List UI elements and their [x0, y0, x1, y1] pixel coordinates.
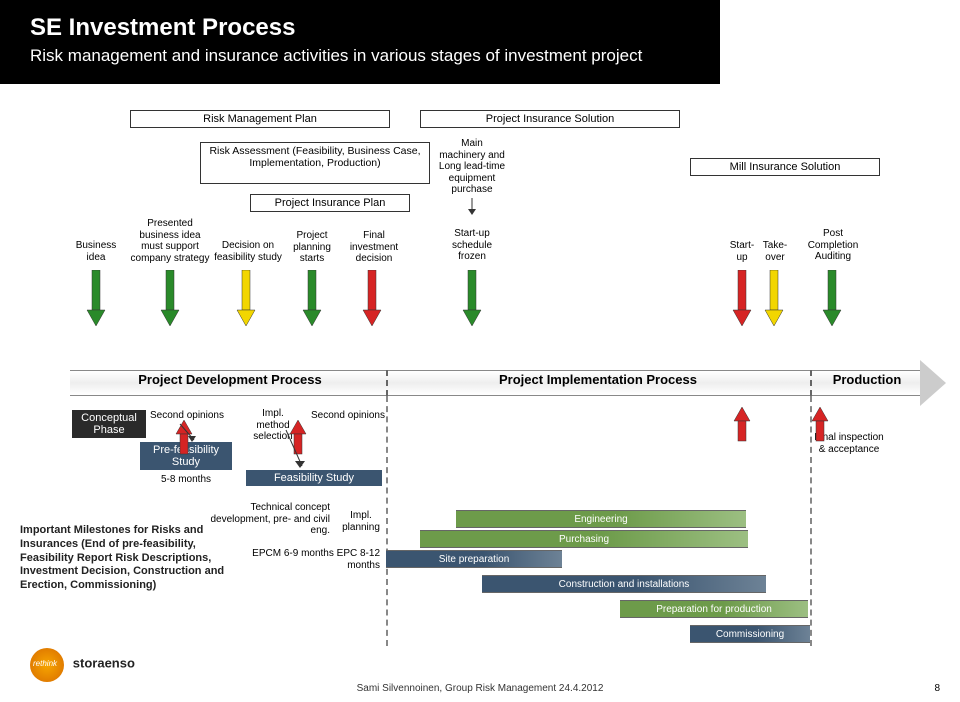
down-arrow-icon: [461, 270, 483, 331]
down-arrow-icon: [301, 270, 323, 331]
text: Mill Insurance Solution: [730, 161, 841, 173]
diagram-canvas: Risk Management Plan Project Insurance S…: [50, 110, 940, 642]
lbl-post-completion: Post Completion Auditing: [802, 228, 864, 263]
process-arrow-head-icon: [920, 360, 946, 406]
milestones-note: Important Milestones for Risks and Insur…: [20, 524, 240, 593]
box-feas: Feasibility Study: [246, 470, 382, 486]
link-arrow-icon: [467, 198, 477, 216]
down-arrow-icon: [361, 270, 383, 331]
lbl-impl-planning: Impl. planning: [336, 510, 386, 533]
down-arrow-icon: [763, 270, 785, 331]
lbl-decision-feasibility: Decision on feasibility study: [214, 240, 282, 263]
phase-divider: [386, 396, 388, 646]
gantt-bar: Preparation for production: [620, 600, 808, 618]
lbl-startup-schedule: Start-up schedule frozen: [444, 228, 500, 263]
down-arrow-icon: [731, 270, 753, 331]
lbl-takeover: Take-over: [758, 240, 792, 263]
brand-logo: storaenso: [30, 648, 135, 682]
box-proj-ins-solution: Project Insurance Solution: [420, 110, 680, 128]
diag-arrow2-icon: [280, 428, 308, 472]
down-arrow-icon: [821, 270, 843, 331]
page-title: SE Investment Process: [30, 14, 690, 42]
text: Risk Management Plan: [203, 113, 317, 125]
gantt-bar: Commissioning: [690, 625, 810, 643]
gantt-bar: Purchasing: [420, 530, 748, 548]
phase-dev: Project Development Process: [80, 372, 380, 387]
lbl-pre-feas-months: 5-8 months: [146, 474, 226, 486]
footer-text: Sami Silvennoinen, Group Risk Management…: [0, 683, 960, 694]
box-proj-ins-plan: Project Insurance Plan: [250, 194, 410, 212]
box-mill-ins-solution: Mill Insurance Solution: [690, 158, 880, 176]
phase-impl: Project Implementation Process: [390, 372, 806, 387]
text: Risk Assessment (Feasibility, Business C…: [209, 145, 420, 169]
rethink-icon: [30, 648, 64, 682]
lbl-proj-planning: Project planning starts: [286, 230, 338, 265]
gantt-bar: Site preparation: [386, 550, 562, 568]
title-block: SE Investment Process Risk management an…: [0, 0, 720, 84]
box-risk-assessment: Risk Assessment (Feasibility, Business C…: [200, 142, 430, 184]
phase-prod: Production: [812, 372, 922, 387]
down-arrow-icon: [159, 270, 181, 331]
diag-arrow1-icon: [176, 422, 200, 446]
text: Project Insurance Plan: [275, 197, 386, 209]
box-risk-mgmt-plan: Risk Management Plan: [130, 110, 390, 128]
lbl-presented: Presented business idea must support com…: [130, 218, 210, 264]
text: Feasibility Study: [274, 472, 354, 484]
down-arrow-icon: [85, 270, 107, 331]
gantt-bar: Engineering: [456, 510, 746, 528]
lbl-second-opinions2: Second opinions: [308, 410, 388, 422]
up-arrow-icon: [810, 407, 830, 446]
gantt-bar: Construction and installations: [482, 575, 766, 593]
lbl-business-idea: Business idea: [70, 240, 122, 263]
page-number: 8: [934, 683, 940, 694]
text: Project Insurance Solution: [486, 113, 614, 125]
box-conceptual: Conceptual Phase: [72, 410, 146, 438]
arrow-sep1: [386, 370, 388, 396]
lbl-main-machinery: Main machinery and Long lead-time equipm…: [438, 138, 506, 196]
page-subtitle: Risk management and insurance activities…: [30, 46, 690, 66]
up-arrow-icon: [732, 407, 752, 446]
logo-text: storaenso: [73, 656, 135, 671]
down-arrow-icon: [235, 270, 257, 331]
lbl-epcm: EPCM 6-9 months EPC 8-12 months: [250, 548, 380, 571]
lbl-startup: Start-up: [726, 240, 758, 263]
lbl-final-decision: Final investment decision: [344, 230, 404, 265]
